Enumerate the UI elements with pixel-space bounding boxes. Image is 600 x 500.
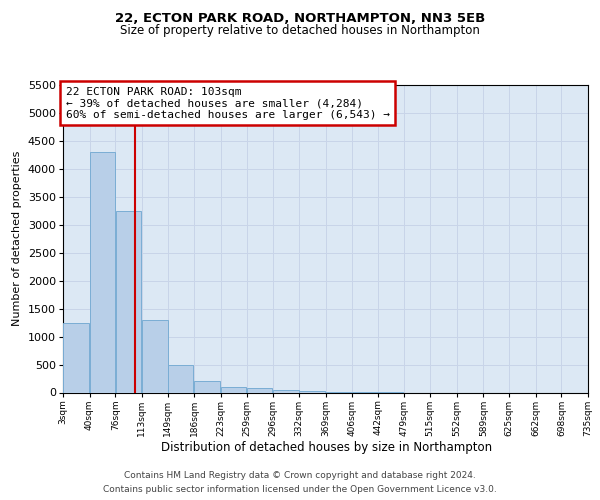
Bar — [247, 388, 272, 392]
Text: Distribution of detached houses by size in Northampton: Distribution of detached houses by size … — [161, 441, 493, 454]
Bar — [142, 320, 167, 392]
Text: Contains HM Land Registry data © Crown copyright and database right 2024.: Contains HM Land Registry data © Crown c… — [124, 472, 476, 480]
Bar — [221, 387, 247, 392]
Text: Contains public sector information licensed under the Open Government Licence v3: Contains public sector information licen… — [103, 484, 497, 494]
Text: 22 ECTON PARK ROAD: 103sqm
← 39% of detached houses are smaller (4,284)
60% of s: 22 ECTON PARK ROAD: 103sqm ← 39% of deta… — [65, 86, 389, 120]
Bar — [194, 382, 220, 392]
Text: Size of property relative to detached houses in Northampton: Size of property relative to detached ho… — [120, 24, 480, 37]
Bar — [274, 390, 299, 392]
Bar — [116, 211, 141, 392]
Bar — [90, 152, 115, 392]
Bar — [63, 322, 89, 392]
Y-axis label: Number of detached properties: Number of detached properties — [13, 151, 22, 326]
Text: 22, ECTON PARK ROAD, NORTHAMPTON, NN3 5EB: 22, ECTON PARK ROAD, NORTHAMPTON, NN3 5E… — [115, 12, 485, 26]
Bar — [168, 364, 193, 392]
